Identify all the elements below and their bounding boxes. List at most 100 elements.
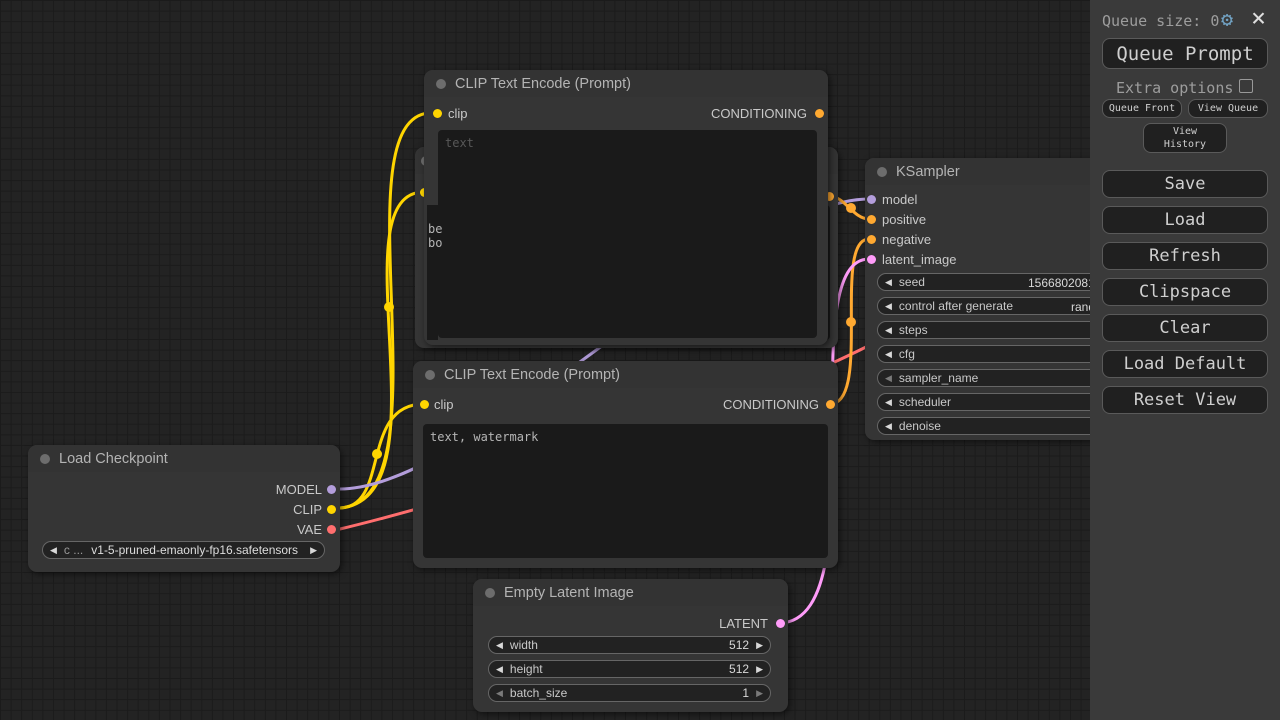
next-arrow-icon[interactable]: ▶ xyxy=(310,545,317,555)
clipspace-button[interactable]: Clipspace xyxy=(1102,278,1268,306)
clip-input-label: clip xyxy=(434,397,454,412)
refresh-button[interactable]: Refresh xyxy=(1102,242,1268,270)
clip-output-label: CLIP xyxy=(293,502,322,517)
decrement-arrow-icon[interactable]: ◀ xyxy=(496,688,503,698)
node-title: KSampler xyxy=(896,164,960,180)
increment-arrow-icon[interactable]: ▶ xyxy=(756,688,763,698)
clip-output-port[interactable] xyxy=(326,504,336,514)
decrement-arrow-icon[interactable]: ◀ xyxy=(885,349,892,359)
prompt-textarea[interactable] xyxy=(438,130,817,338)
latent-output-port[interactable] xyxy=(775,618,785,628)
height-widget[interactable]: ◀ height 512 ▶ xyxy=(488,660,771,678)
control-after-generate-widget[interactable]: ◀ control after generate rand xyxy=(877,297,1137,315)
clear-button[interactable]: Clear xyxy=(1102,314,1268,342)
model-input-port[interactable] xyxy=(866,194,876,204)
save-button[interactable]: Save xyxy=(1102,170,1268,198)
node-header[interactable]: Empty Latent Image xyxy=(473,579,788,606)
collapse-dot-icon[interactable] xyxy=(40,454,50,464)
latent-output-label: LATENT xyxy=(719,616,768,631)
comfy-menu[interactable]: Queue size: 0 ⚙ × Queue Prompt Extra opt… xyxy=(1090,0,1280,720)
widget-label: cfg xyxy=(898,347,915,361)
node-header[interactable]: Load Checkpoint xyxy=(28,445,340,472)
width-widget[interactable]: ◀ width 512 ▶ xyxy=(488,636,771,654)
positive-input-port[interactable] xyxy=(866,214,876,224)
prompt-textarea[interactable]: text, watermark xyxy=(423,424,828,558)
wire-clip-to-hidden-encode xyxy=(338,190,426,510)
decrement-arrow-icon[interactable]: ◀ xyxy=(885,325,892,335)
increment-arrow-icon[interactable]: ▶ xyxy=(756,640,763,650)
conditioning-output-port[interactable] xyxy=(825,399,835,409)
close-icon[interactable]: × xyxy=(1251,3,1267,32)
conditioning-output-label: CONDITIONING xyxy=(722,397,819,412)
node-load-checkpoint[interactable]: Load Checkpoint MODEL CLIP VAE ◀ c ... v… xyxy=(28,445,340,572)
clip-input-port[interactable] xyxy=(419,399,429,409)
batch-size-widget[interactable]: ◀ batch_size 1 ▶ xyxy=(488,684,771,702)
seed-widget[interactable]: ◀ seed 1566802081 xyxy=(877,273,1137,291)
negative-input-label: negative xyxy=(882,232,932,247)
cfg-widget[interactable]: ◀ cfg xyxy=(877,345,1137,363)
collapse-dot-icon[interactable] xyxy=(485,588,495,598)
node-header[interactable]: CLIP Text Encode (Prompt) xyxy=(413,361,838,388)
decrement-arrow-icon[interactable]: ◀ xyxy=(885,277,892,287)
widget-value: 1 xyxy=(742,686,750,700)
widget-label: batch_size xyxy=(509,686,568,700)
decrement-arrow-icon[interactable]: ◀ xyxy=(885,397,892,407)
conditioning-output-port[interactable] xyxy=(814,108,824,118)
load-button[interactable]: Load xyxy=(1102,206,1268,234)
prev-arrow-icon[interactable]: ◀ xyxy=(50,545,57,555)
collapse-dot-icon[interactable] xyxy=(436,79,446,89)
vae-output-label: VAE xyxy=(296,522,322,537)
latent-image-input-port[interactable] xyxy=(866,254,876,264)
link-midpoint-dot xyxy=(846,317,856,327)
widget-label: width xyxy=(509,638,538,652)
collapse-dot-icon[interactable] xyxy=(425,370,435,380)
scheduler-widget[interactable]: ◀ scheduler xyxy=(877,393,1137,411)
link-midpoint-dot xyxy=(384,302,394,312)
view-queue-button[interactable]: View Queue xyxy=(1188,99,1268,118)
settings-gear-icon[interactable]: ⚙ xyxy=(1221,7,1234,31)
decrement-arrow-icon[interactable]: ◀ xyxy=(885,373,892,383)
conditioning-output-label: CONDITIONING xyxy=(710,106,807,121)
widget-value: 1566802081 xyxy=(1028,276,1095,290)
negative-input-port[interactable] xyxy=(866,234,876,244)
queue-front-button[interactable]: Queue Front xyxy=(1102,99,1182,118)
decrement-arrow-icon[interactable]: ◀ xyxy=(885,421,892,431)
denoise-widget[interactable]: ◀ denoise xyxy=(877,417,1137,435)
reset-view-button[interactable]: Reset View xyxy=(1102,386,1268,414)
load-default-button[interactable]: Load Default xyxy=(1102,350,1268,378)
node-title: CLIP Text Encode (Prompt) xyxy=(444,367,620,383)
ckpt-name-widget[interactable]: ◀ c ... v1-5-pruned-emaonly-fp16.safeten… xyxy=(42,541,325,559)
node-clip-text-encode-positive[interactable]: CLIP Text Encode (Prompt) clip CONDITION… xyxy=(424,70,828,345)
widget-label: height xyxy=(509,662,543,676)
link-midpoint-dot xyxy=(846,203,856,213)
conditioning-output-port[interactable] xyxy=(824,191,834,201)
node-header[interactable]: CLIP Text Encode (Prompt) xyxy=(424,70,828,97)
widget-label: sampler_name xyxy=(898,371,979,385)
model-input-label: model xyxy=(882,192,918,207)
widget-label: control after generate xyxy=(898,299,1013,313)
clip-input-label: clip xyxy=(448,106,468,121)
vae-output-port[interactable] xyxy=(326,524,336,534)
widget-value: 512 xyxy=(729,662,750,676)
steps-widget[interactable]: ◀ steps xyxy=(877,321,1137,339)
wire-clip-to-negative-encode xyxy=(338,402,426,510)
model-output-port[interactable] xyxy=(326,484,336,494)
increment-arrow-icon[interactable]: ▶ xyxy=(756,664,763,674)
node-empty-latent-image[interactable]: Empty Latent Image LATENT ◀ width 512 ▶ … xyxy=(473,579,788,712)
widget-value: v1-5-pruned-emaonly-fp16.safetensors xyxy=(91,543,299,557)
collapse-dot-icon[interactable] xyxy=(877,167,887,177)
clip-input-port[interactable] xyxy=(432,108,442,118)
decrement-arrow-icon[interactable]: ◀ xyxy=(885,301,892,311)
sampler-name-widget[interactable]: ◀ sampler_name xyxy=(877,369,1137,387)
decrement-arrow-icon[interactable]: ◀ xyxy=(496,664,503,674)
widget-value: rand xyxy=(1071,300,1096,314)
view-history-button[interactable]: View History xyxy=(1143,123,1227,153)
queue-prompt-button[interactable]: Queue Prompt xyxy=(1102,38,1268,69)
widget-label: c ... xyxy=(63,543,84,557)
node-clip-text-encode-negative[interactable]: CLIP Text Encode (Prompt) clip CONDITION… xyxy=(413,361,838,568)
widget-label: scheduler xyxy=(898,395,951,409)
extra-options-checkbox[interactable] xyxy=(1239,79,1253,93)
decrement-arrow-icon[interactable]: ◀ xyxy=(496,640,503,650)
extra-options-label: Extra options xyxy=(1116,79,1234,97)
